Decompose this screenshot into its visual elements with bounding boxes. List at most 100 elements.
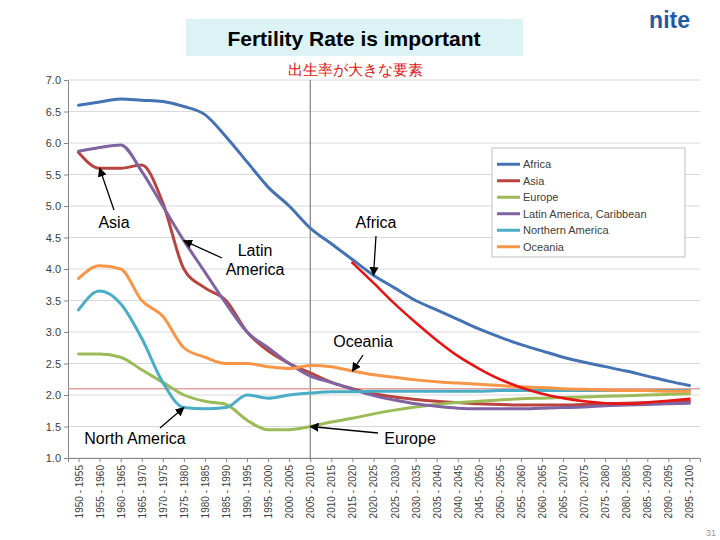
x-tick-label: 1980 - 1985 (200, 465, 211, 519)
highlight-line (352, 263, 689, 404)
y-tick-label: 1.0 (46, 452, 61, 464)
x-tick-label: 1985 - 1990 (221, 465, 232, 519)
x-tick-label: 2090 - 2095 (663, 465, 674, 519)
x-tick-mark (605, 458, 606, 462)
x-tick-label: 2020 - 2025 (368, 465, 379, 519)
grid-line (68, 143, 700, 144)
y-tick: 6.0 (46, 137, 68, 149)
y-tick: 5.5 (46, 169, 68, 181)
annotation-line: Asia (98, 214, 129, 231)
x-tick-label: 2015 - 2020 (347, 465, 358, 519)
y-tick-label: 2.5 (46, 358, 61, 370)
annotation-arrow (160, 408, 184, 428)
x-tick-label: 1965 - 1970 (137, 465, 148, 519)
y-tick-label: 5.0 (46, 200, 61, 212)
y-tick-mark (64, 175, 68, 176)
x-tick: 2010 - 2015 (326, 458, 337, 518)
x-tick-label: 2060 - 2065 (537, 465, 548, 519)
x-tick: 1960 - 1965 (116, 458, 127, 518)
y-tick-label: 3.5 (46, 295, 61, 307)
y-tick: 3.0 (46, 326, 68, 338)
annotation-line: Africa (356, 214, 397, 231)
y-tick: 4.5 (46, 232, 68, 244)
x-tick: 2085 - 2090 (642, 458, 653, 518)
legend: AfricaAsiaEuropeLatin America, Caribbean… (492, 148, 685, 257)
x-tick-mark (563, 458, 564, 462)
annotations: AsiaAfricaLatinAmericaOceaniaNorth Ameri… (84, 168, 436, 447)
legend-swatch (497, 245, 520, 248)
y-tick-mark (64, 364, 68, 365)
annotation-arrow (184, 241, 222, 258)
y-tick-mark (64, 301, 68, 302)
x-tick-mark (100, 458, 101, 462)
x-tick-mark (226, 458, 227, 462)
grid-line (68, 363, 700, 364)
legend-label: Europe (523, 191, 558, 203)
y-tick-label: 3.0 (46, 326, 61, 338)
x-tick: 2060 - 2065 (537, 458, 548, 518)
annotation-arrow (310, 427, 378, 434)
y-tick: 1.5 (46, 421, 68, 433)
x-tick-label: 1990 - 1995 (242, 465, 253, 519)
x-tick: 2025 - 2030 (390, 458, 401, 518)
x-tick-mark (184, 458, 185, 462)
x-tick-mark (458, 458, 459, 462)
x-tick-mark (373, 458, 374, 462)
y-tick: 6.5 (46, 106, 68, 118)
y-tick: 3.5 (46, 295, 68, 307)
x-tick-label: 2095 - 2100 (684, 465, 695, 519)
title: Fertility Rate is important (227, 27, 480, 50)
grid-line (68, 300, 700, 301)
x-tick: 2020 - 2025 (368, 458, 379, 518)
x-tick: 2070 - 2075 (579, 458, 590, 518)
x-tick-label: 1950 - 1955 (74, 465, 85, 519)
legend-swatch (497, 163, 520, 166)
x-tick: 2075 - 2080 (600, 458, 611, 518)
y-tick-label: 4.5 (46, 232, 61, 244)
annotation-arrow (373, 236, 376, 275)
x-tick-mark (668, 458, 669, 462)
x-tick-label: 2010 - 2015 (326, 465, 337, 519)
x-axis-line (69, 459, 701, 463)
x-tick-label: 2065 - 2070 (558, 465, 569, 519)
x-tick-label: 2025 - 2030 (390, 465, 401, 519)
x-tick: 2065 - 2070 (558, 458, 569, 518)
legend-swatch (497, 212, 520, 215)
series-line (79, 99, 690, 386)
y-tick-mark (64, 238, 68, 239)
x-tick-label: 2040 - 2045 (453, 465, 464, 519)
y-tick-mark (64, 206, 68, 207)
page-number: 31 (706, 528, 716, 538)
y-tick-mark (64, 458, 68, 459)
x-tick: 1990 - 1995 (242, 458, 253, 518)
x-tick: 2045 - 2050 (474, 458, 485, 518)
y-tick: 4.0 (46, 263, 68, 275)
x-tick: 1955 - 1960 (95, 458, 106, 518)
y-tick: 1.0 (46, 452, 68, 464)
reference-line (310, 80, 311, 458)
x-tick: 2040 - 2045 (453, 458, 464, 518)
x-tick-mark (121, 458, 122, 462)
x-tick-label: 1970 - 1975 (158, 465, 169, 519)
x-tick-mark (521, 458, 522, 462)
y-tick: 2.5 (46, 358, 68, 370)
x-tick: 2000 - 2005 (284, 458, 295, 518)
annotation-line: Oceania (333, 333, 393, 350)
grid-line (68, 111, 700, 112)
x-tick-mark (289, 458, 290, 462)
y-tick-mark (64, 269, 68, 270)
x-tick: 2055 - 2060 (516, 458, 527, 518)
y-tick: 2.0 (46, 389, 68, 401)
x-tick-mark (542, 458, 543, 462)
x-tick-label: 1955 - 1960 (95, 465, 106, 519)
series-line (79, 145, 690, 409)
x-tick: 2030 - 2035 (411, 458, 422, 518)
x-tick: 2090 - 2095 (663, 458, 674, 518)
x-tick-mark (584, 458, 585, 462)
x-tick-label: 2055 - 2060 (516, 465, 527, 519)
x-tick-mark (205, 458, 206, 462)
y-tick-label: 6.5 (46, 106, 61, 118)
x-tick-label: 2005 - 2010 (305, 465, 316, 519)
x-tick-label: 2085 - 2090 (642, 465, 653, 519)
legend-swatch (497, 196, 520, 199)
